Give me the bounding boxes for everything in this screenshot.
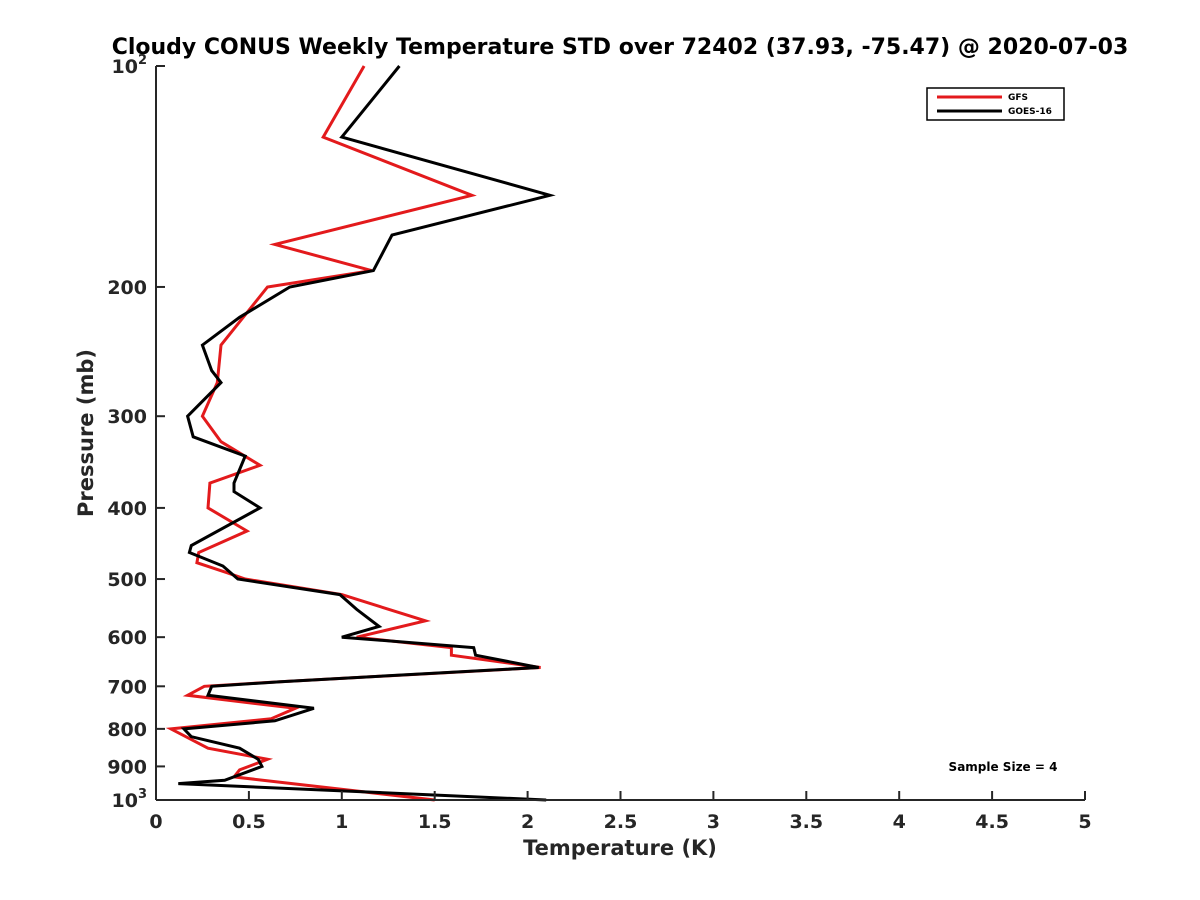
- y-tick-label: 500: [107, 569, 147, 591]
- x-tick-label: 4.5: [975, 811, 1009, 833]
- legend-label: GFS: [1008, 93, 1028, 103]
- axes: 0 0.5 1 1.5 2 2.5 3 3.5 4 4.5 5 102 200 300 400 500 600 7…: [107, 53, 1091, 833]
- legend-label: GOES-16: [1008, 107, 1052, 117]
- x-tick-label: 4: [893, 811, 906, 833]
- x-tick-label: 2: [521, 811, 534, 833]
- x-tick-label: 3: [707, 811, 720, 833]
- y-tick-label: 600: [107, 627, 147, 649]
- y-tick-label: 103: [112, 787, 148, 812]
- sample-size-annotation: Sample Size = 4: [949, 760, 1058, 774]
- plot-area: [165, 65, 556, 802]
- x-tick-label: 0: [149, 811, 162, 833]
- y-tick-label: 200: [107, 277, 147, 299]
- x-axis-label: Temperature (K): [523, 836, 717, 860]
- legend: GFS GOES-16: [926, 87, 1065, 121]
- x-tick-label: 5: [1078, 811, 1091, 833]
- y-tick-label: 400: [107, 498, 147, 520]
- legend-box: [926, 87, 1065, 121]
- y-tick-label: 102: [112, 53, 148, 78]
- y-tick-label: 300: [107, 406, 147, 428]
- x-tick-label: 3.5: [789, 811, 823, 833]
- series-line-goes16: [178, 65, 556, 802]
- x-tick-label: 2.5: [604, 811, 638, 833]
- y-tick-label: 900: [107, 756, 147, 778]
- x-tick-label: 1.5: [418, 811, 452, 833]
- chart-title: Cloudy CONUS Weekly Temperature STD over…: [112, 35, 1129, 60]
- x-tick-label: 1: [335, 811, 348, 833]
- x-tick-label: 0.5: [232, 811, 266, 833]
- y-tick-label: 800: [107, 719, 147, 741]
- y-tick-label: 700: [107, 676, 147, 698]
- y-axis-label: Pressure (mb): [74, 349, 98, 517]
